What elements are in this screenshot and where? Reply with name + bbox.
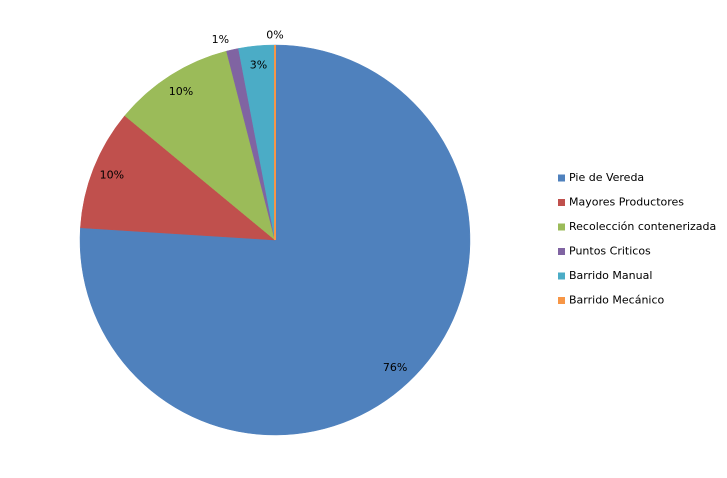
data-label: 10%	[100, 168, 124, 181]
legend-label: Barrido Manual	[569, 269, 652, 282]
data-label: 3%	[250, 58, 267, 71]
pie-slice	[124, 50, 276, 241]
pie-slice	[79, 44, 471, 436]
legend-label: Puntos Criticos	[569, 245, 651, 258]
legend-swatch	[558, 248, 565, 255]
legend-swatch	[558, 223, 565, 231]
legend-label: Mayores Productores	[569, 196, 684, 209]
legend-swatch	[558, 199, 565, 206]
data-label: 76%	[383, 361, 407, 374]
pie-slice	[80, 115, 276, 241]
data-label: 1%	[212, 33, 229, 46]
legend-swatch	[558, 297, 565, 304]
data-label: 10%	[169, 85, 193, 98]
legend-swatch	[558, 174, 565, 182]
legend-swatch	[558, 272, 565, 280]
legend-label: Pie de Vereda	[569, 171, 644, 184]
legend-label: Barrido Mecánico	[569, 294, 665, 307]
legend-label: Recolección contenerizada	[569, 220, 716, 233]
data-label: 0%	[266, 28, 283, 41]
